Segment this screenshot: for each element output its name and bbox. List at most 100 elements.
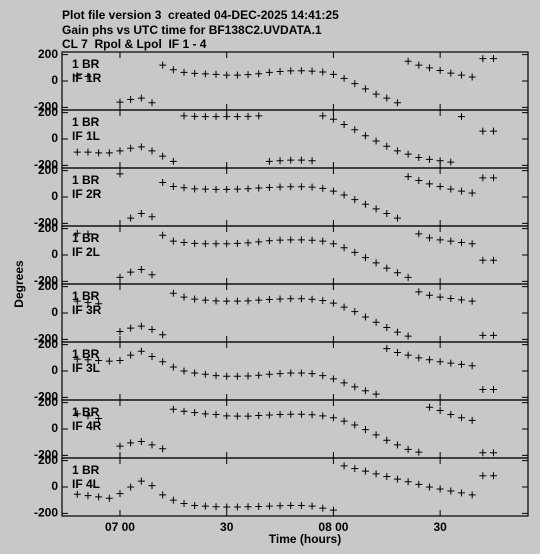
- data-point: [276, 183, 284, 191]
- y-tick-label: 0: [51, 247, 58, 261]
- data-point: [148, 147, 156, 155]
- data-point: [319, 68, 327, 76]
- panel-name: IF 1R: [72, 71, 102, 85]
- data-point: [201, 502, 209, 510]
- data-point: [383, 142, 391, 150]
- data-point: [479, 127, 487, 135]
- x-tick-label: 08 00: [318, 520, 348, 534]
- data-point: [425, 483, 433, 491]
- data-point: [393, 99, 401, 107]
- data-point: [191, 369, 199, 377]
- y-tick-label: 200: [38, 221, 58, 235]
- data-point: [233, 297, 241, 305]
- data-point: [351, 308, 359, 316]
- data-point: [436, 66, 444, 74]
- x-axis-label: Time (hours): [269, 532, 341, 546]
- data-point: [436, 485, 444, 493]
- data-point: [137, 477, 145, 485]
- data-point: [351, 465, 359, 473]
- data-point: [297, 156, 305, 164]
- data-point: [393, 441, 401, 449]
- y-tick-label: 0: [51, 189, 58, 203]
- data-point: [105, 494, 113, 502]
- y-tick-label: 200: [38, 395, 58, 409]
- data-point: [159, 61, 167, 69]
- data-point: [415, 230, 423, 238]
- data-point: [393, 475, 401, 483]
- data-point: [447, 185, 455, 193]
- data-point: [489, 331, 497, 339]
- data-point: [159, 445, 167, 453]
- data-point: [319, 412, 327, 420]
- data-point: [137, 322, 145, 330]
- data-point: [265, 370, 273, 378]
- data-point: [180, 293, 188, 301]
- panel-frame: [61, 109, 529, 169]
- data-point: [73, 297, 81, 305]
- data-point: [479, 256, 487, 264]
- data-point: [393, 269, 401, 277]
- data-point: [383, 472, 391, 480]
- data-point: [276, 502, 284, 510]
- data-point: [297, 67, 305, 75]
- panel-frame: [61, 225, 529, 285]
- panel-name: IF 2R: [72, 187, 102, 201]
- data-point: [169, 157, 177, 165]
- panel-antenna: 1 BR: [72, 289, 100, 303]
- data-point: [223, 71, 231, 79]
- data-point: [372, 90, 380, 98]
- data-point: [340, 244, 348, 252]
- data-point: [436, 182, 444, 190]
- data-point: [468, 240, 476, 248]
- data-point: [95, 149, 103, 157]
- data-point: [457, 489, 465, 497]
- panel-antenna: 1 BR: [72, 463, 100, 477]
- data-point: [340, 303, 348, 311]
- data-point: [308, 236, 316, 244]
- data-point: [351, 80, 359, 88]
- data-point: [148, 353, 156, 360]
- data-point: [425, 356, 433, 364]
- data-point: [255, 503, 263, 511]
- y-tick-label: 0: [51, 363, 58, 377]
- data-point: [297, 295, 305, 303]
- data-point: [137, 266, 145, 273]
- panel-frame: [61, 283, 529, 343]
- data-point: [223, 240, 231, 248]
- data-point: [425, 291, 433, 299]
- y-tick-label: 0: [51, 479, 58, 493]
- data-point: [393, 328, 401, 336]
- data-point: [180, 184, 188, 192]
- data-point: [436, 358, 444, 366]
- data-point: [201, 70, 209, 78]
- data-point: [415, 448, 423, 456]
- data-point: [447, 69, 455, 77]
- data-point: [201, 240, 209, 248]
- data-point: [169, 405, 177, 413]
- data-point: [479, 174, 487, 182]
- data-point: [95, 300, 103, 308]
- data-point: [361, 387, 369, 395]
- y-tick-label: -200: [34, 448, 58, 462]
- data-point: [372, 205, 380, 213]
- data-point: [329, 299, 337, 307]
- data-point: [212, 113, 220, 121]
- data-point: [351, 383, 359, 391]
- data-point: [297, 501, 305, 509]
- data-point: [127, 95, 135, 103]
- data-point: [372, 470, 380, 478]
- data-point: [404, 478, 412, 486]
- data-point: [223, 113, 231, 121]
- data-point: [233, 113, 241, 121]
- data-point: [159, 179, 167, 186]
- data-point: [73, 355, 81, 363]
- data-point: [84, 356, 92, 364]
- data-point: [276, 411, 284, 418]
- data-point: [159, 491, 167, 499]
- data-point: [255, 296, 263, 304]
- data-point: [255, 238, 263, 246]
- data-point: [361, 132, 369, 140]
- data-point: [223, 372, 231, 380]
- y-tick-label: 200: [38, 47, 58, 61]
- data-point: [233, 412, 241, 420]
